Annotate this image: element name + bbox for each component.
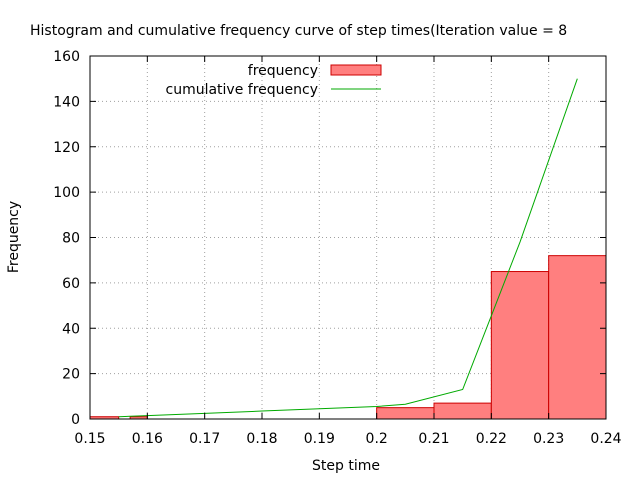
x-axis-label: Step time	[312, 458, 380, 474]
y-axis-label: Frequency	[6, 201, 22, 273]
cumulative-frequency-line	[118, 78, 578, 418]
histogram-bars	[89, 255, 607, 420]
cumulative-line	[118, 78, 578, 418]
y-tick-label: 120	[53, 140, 80, 156]
y-axis-ticks: 0 20 40 60 80 100 120 140 160	[53, 49, 606, 428]
legend-label-frequency: frequency	[248, 63, 318, 79]
legend-label-cumulative: cumulative frequency	[166, 82, 319, 98]
x-tick-label: 0.17	[189, 431, 220, 447]
x-axis-ticks: 0.15 0.16 0.17 0.18 0.19 0.2 0.21 0.22 0.23 0.24	[74, 56, 622, 447]
y-tick-label: 100	[53, 185, 80, 201]
x-tick-label: 0.24	[590, 431, 621, 447]
y-tick-label: 0	[71, 412, 80, 428]
x-tick-label: 0.15	[74, 431, 105, 447]
chart-title: Histogram and cumulative frequency curve…	[30, 23, 567, 39]
y-tick-label: 20	[62, 367, 80, 383]
histogram-bar	[376, 407, 435, 420]
y-tick-label: 160	[53, 49, 80, 65]
y-tick-label: 140	[53, 94, 80, 110]
y-tick-label: 40	[62, 321, 80, 337]
x-tick-label: 0.23	[533, 431, 564, 447]
y-tick-label: 80	[62, 231, 80, 247]
x-tick-label: 0.22	[476, 431, 507, 447]
y-tick-label: 60	[62, 276, 80, 292]
legend-swatch-frequency	[330, 64, 382, 76]
histogram-bar	[433, 402, 492, 420]
grid-lines	[90, 56, 606, 419]
x-tick-label: 0.21	[418, 431, 449, 447]
x-tick-label: 0.19	[304, 431, 335, 447]
x-tick-label: 0.2	[366, 431, 388, 447]
x-tick-label: 0.16	[132, 431, 163, 447]
legend: frequency cumulative frequency	[166, 63, 382, 98]
histogram-bar	[548, 255, 607, 420]
x-tick-label: 0.18	[246, 431, 277, 447]
